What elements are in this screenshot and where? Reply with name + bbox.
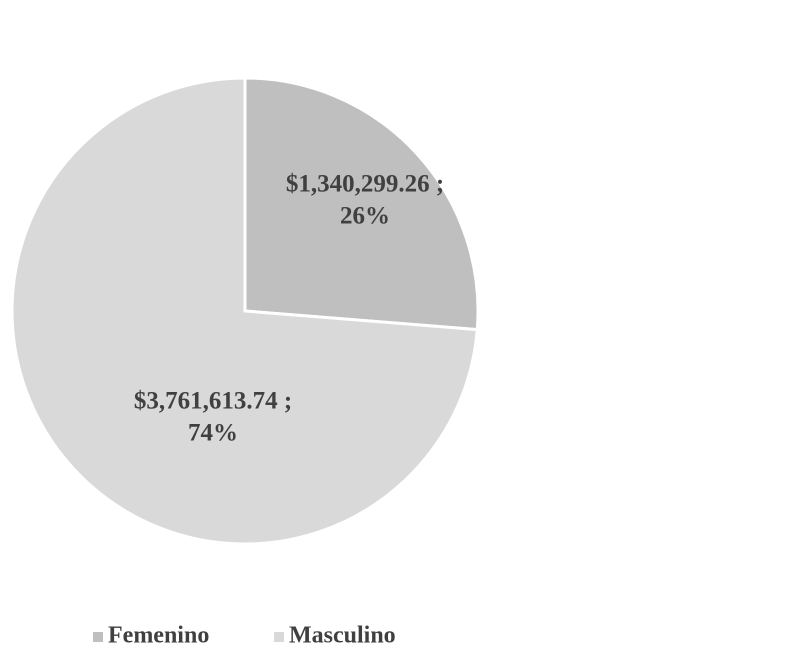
legend-label: Masculino bbox=[289, 623, 396, 649]
pie-slice bbox=[243, 76, 480, 332]
percent-label: 26% bbox=[340, 203, 390, 230]
data-label: $3,761,613.74 ; bbox=[134, 388, 292, 415]
pie-slice bbox=[10, 76, 479, 546]
percent-label: 74% bbox=[188, 420, 238, 447]
legend-swatch bbox=[274, 632, 284, 642]
legend-label: Femenino bbox=[108, 623, 209, 649]
data-label: $1,340,299.26 ; bbox=[286, 171, 444, 198]
legend-swatch bbox=[93, 632, 103, 642]
